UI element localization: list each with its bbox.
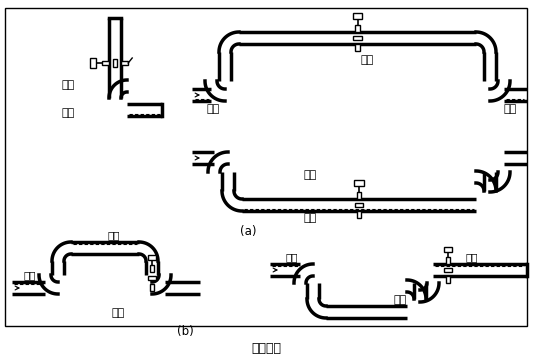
Bar <box>353 13 362 19</box>
Bar <box>357 211 361 218</box>
Bar <box>150 265 154 272</box>
Text: 液体: 液体 <box>303 213 317 223</box>
Text: (b): (b) <box>176 326 193 339</box>
Bar <box>148 276 156 280</box>
Text: 正确: 正确 <box>111 308 125 318</box>
Bar <box>353 36 362 40</box>
Text: 液体: 液体 <box>206 104 220 114</box>
Bar <box>355 25 360 32</box>
Text: 气泡: 气泡 <box>466 252 478 262</box>
Text: (a): (a) <box>240 226 256 239</box>
Bar <box>354 180 364 186</box>
Bar <box>102 61 109 65</box>
Text: 气泡: 气泡 <box>286 252 298 262</box>
Text: 液体: 液体 <box>503 104 516 114</box>
Bar <box>112 59 117 67</box>
Bar <box>5 8 527 326</box>
Bar <box>90 58 96 68</box>
Bar <box>355 44 360 51</box>
Bar <box>148 255 156 260</box>
Bar <box>443 247 453 252</box>
Text: 图（四）: 图（四） <box>251 342 281 355</box>
Bar <box>446 257 450 264</box>
Bar <box>444 268 452 272</box>
Text: 液体: 液体 <box>61 108 75 118</box>
Text: 正确: 正确 <box>361 55 374 65</box>
Text: 错误: 错误 <box>393 295 407 305</box>
Bar <box>446 276 450 283</box>
Text: 气泡: 气泡 <box>24 270 36 280</box>
Bar <box>357 192 361 199</box>
Text: 气泡: 气泡 <box>108 230 120 240</box>
Bar <box>355 203 363 208</box>
Text: 正确: 正确 <box>61 80 75 90</box>
Text: 错误: 错误 <box>303 170 317 180</box>
Bar <box>121 61 128 65</box>
Bar <box>150 284 154 291</box>
